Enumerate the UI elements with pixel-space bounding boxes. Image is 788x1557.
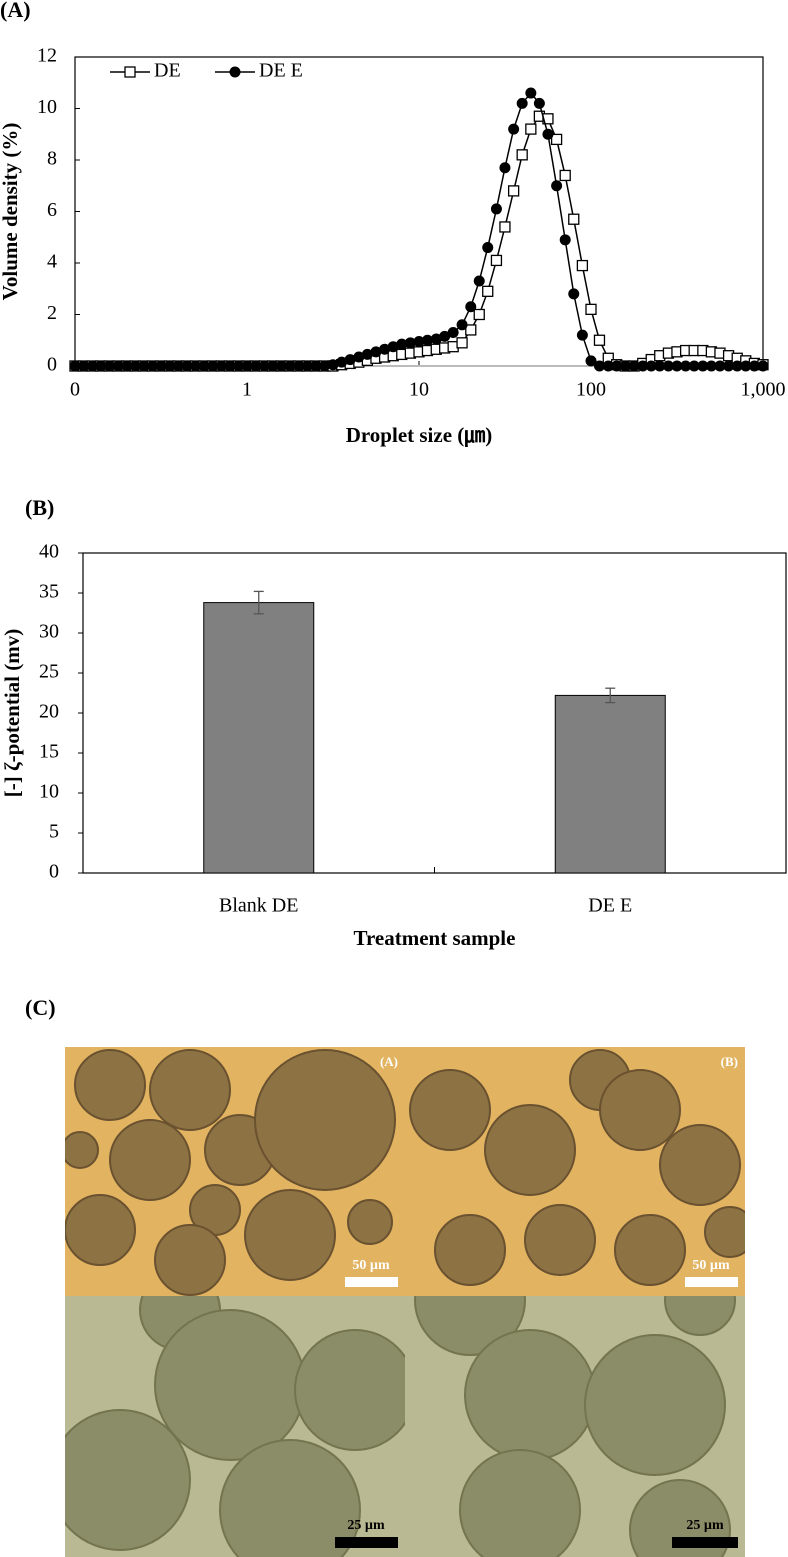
data-point (490, 203, 502, 215)
x-tick-label: 100 (576, 379, 606, 401)
y-axis-title: Volume density (%) (0, 123, 22, 301)
panel-label: (A) (0, 0, 31, 22)
data-point (576, 259, 589, 272)
scale-bar (345, 1277, 398, 1287)
micrograph-label: (B) (721, 1054, 738, 1069)
bar (203, 602, 315, 874)
y-tick-label: 15 (39, 741, 59, 763)
y-tick-label: 5 (49, 821, 59, 843)
data-point (447, 327, 459, 339)
data-point (456, 337, 468, 349)
data-point (525, 123, 537, 135)
x-tick-label: 1,000 (741, 379, 786, 401)
y-tick-label: 12 (37, 45, 57, 67)
x-tick-label: Blank DE (219, 895, 298, 917)
legend-marker (229, 66, 241, 78)
y-tick-label: 0 (47, 354, 57, 376)
x-tick-label: DE E (588, 895, 632, 917)
y-tick-label: 10 (39, 781, 59, 803)
scale-bar-label: 25 µm (347, 1518, 385, 1533)
panel-label: (B) (25, 495, 54, 520)
data-point (585, 303, 597, 316)
data-point (482, 242, 494, 254)
micrograph (405, 1047, 745, 1296)
y-tick-label: 2 (47, 302, 57, 324)
data-point (533, 97, 545, 109)
legend-marker (124, 66, 136, 78)
y-tick-label: 40 (39, 541, 59, 563)
y-tick-label: 6 (47, 199, 57, 221)
bar (554, 694, 666, 874)
data-point (507, 185, 520, 197)
data-point (508, 123, 520, 135)
data-point (482, 285, 494, 297)
data-point (516, 97, 528, 109)
data-point (550, 133, 563, 146)
data-point (542, 128, 554, 140)
micrograph (65, 1047, 405, 1296)
y-tick-label: 0 (49, 861, 59, 883)
data-point (499, 221, 511, 233)
micrograph-label: (A) (380, 1054, 398, 1069)
data-point (473, 275, 485, 287)
legend-label: DE (154, 60, 181, 82)
data-point (456, 319, 468, 331)
data-point (559, 234, 571, 246)
data-point (551, 180, 563, 192)
data-point (465, 324, 477, 336)
data-point (559, 169, 571, 182)
x-tick-label: 10 (409, 379, 429, 401)
y-tick-label: 4 (47, 251, 57, 273)
data-point (516, 149, 528, 161)
data-line (75, 91, 763, 367)
scale-bar (335, 1537, 398, 1548)
x-axis-title: Treatment sample (354, 926, 516, 950)
data-point (585, 355, 597, 367)
panel-label: (C) (25, 995, 56, 1020)
data-line (75, 115, 764, 367)
x-tick-label: 1 (242, 379, 252, 401)
data-point (525, 87, 537, 99)
data-point (757, 360, 769, 372)
y-tick-label: 30 (39, 621, 59, 643)
scale-bar-label: 25 µm (686, 1518, 724, 1533)
data-point (465, 301, 477, 313)
plot-frame (82, 552, 787, 874)
y-tick-label: 20 (39, 701, 59, 723)
data-point (473, 308, 485, 321)
x-tick-label: 0 (70, 379, 80, 401)
legend-label: DE E (259, 60, 303, 82)
scale-bar (672, 1537, 738, 1548)
scale-bar-label: 50 µm (692, 1258, 730, 1273)
y-axis-title: [-] ζ-potential (mv) (0, 629, 24, 797)
data-point (593, 334, 606, 346)
y-tick-label: 35 (39, 581, 59, 603)
data-point (568, 288, 580, 300)
scale-bar-label: 50 µm (352, 1258, 390, 1273)
x-axis-title: Droplet size (㎛) (346, 423, 493, 448)
data-point (576, 329, 588, 341)
micrograph (65, 1296, 405, 1557)
data-point (499, 162, 511, 174)
y-tick-label: 10 (37, 96, 57, 118)
data-point (490, 254, 503, 267)
y-tick-label: 8 (47, 148, 57, 170)
y-tick-label: 25 (39, 661, 59, 683)
plot-frame (74, 56, 764, 367)
scale-bar (685, 1277, 738, 1287)
data-point (568, 213, 580, 225)
